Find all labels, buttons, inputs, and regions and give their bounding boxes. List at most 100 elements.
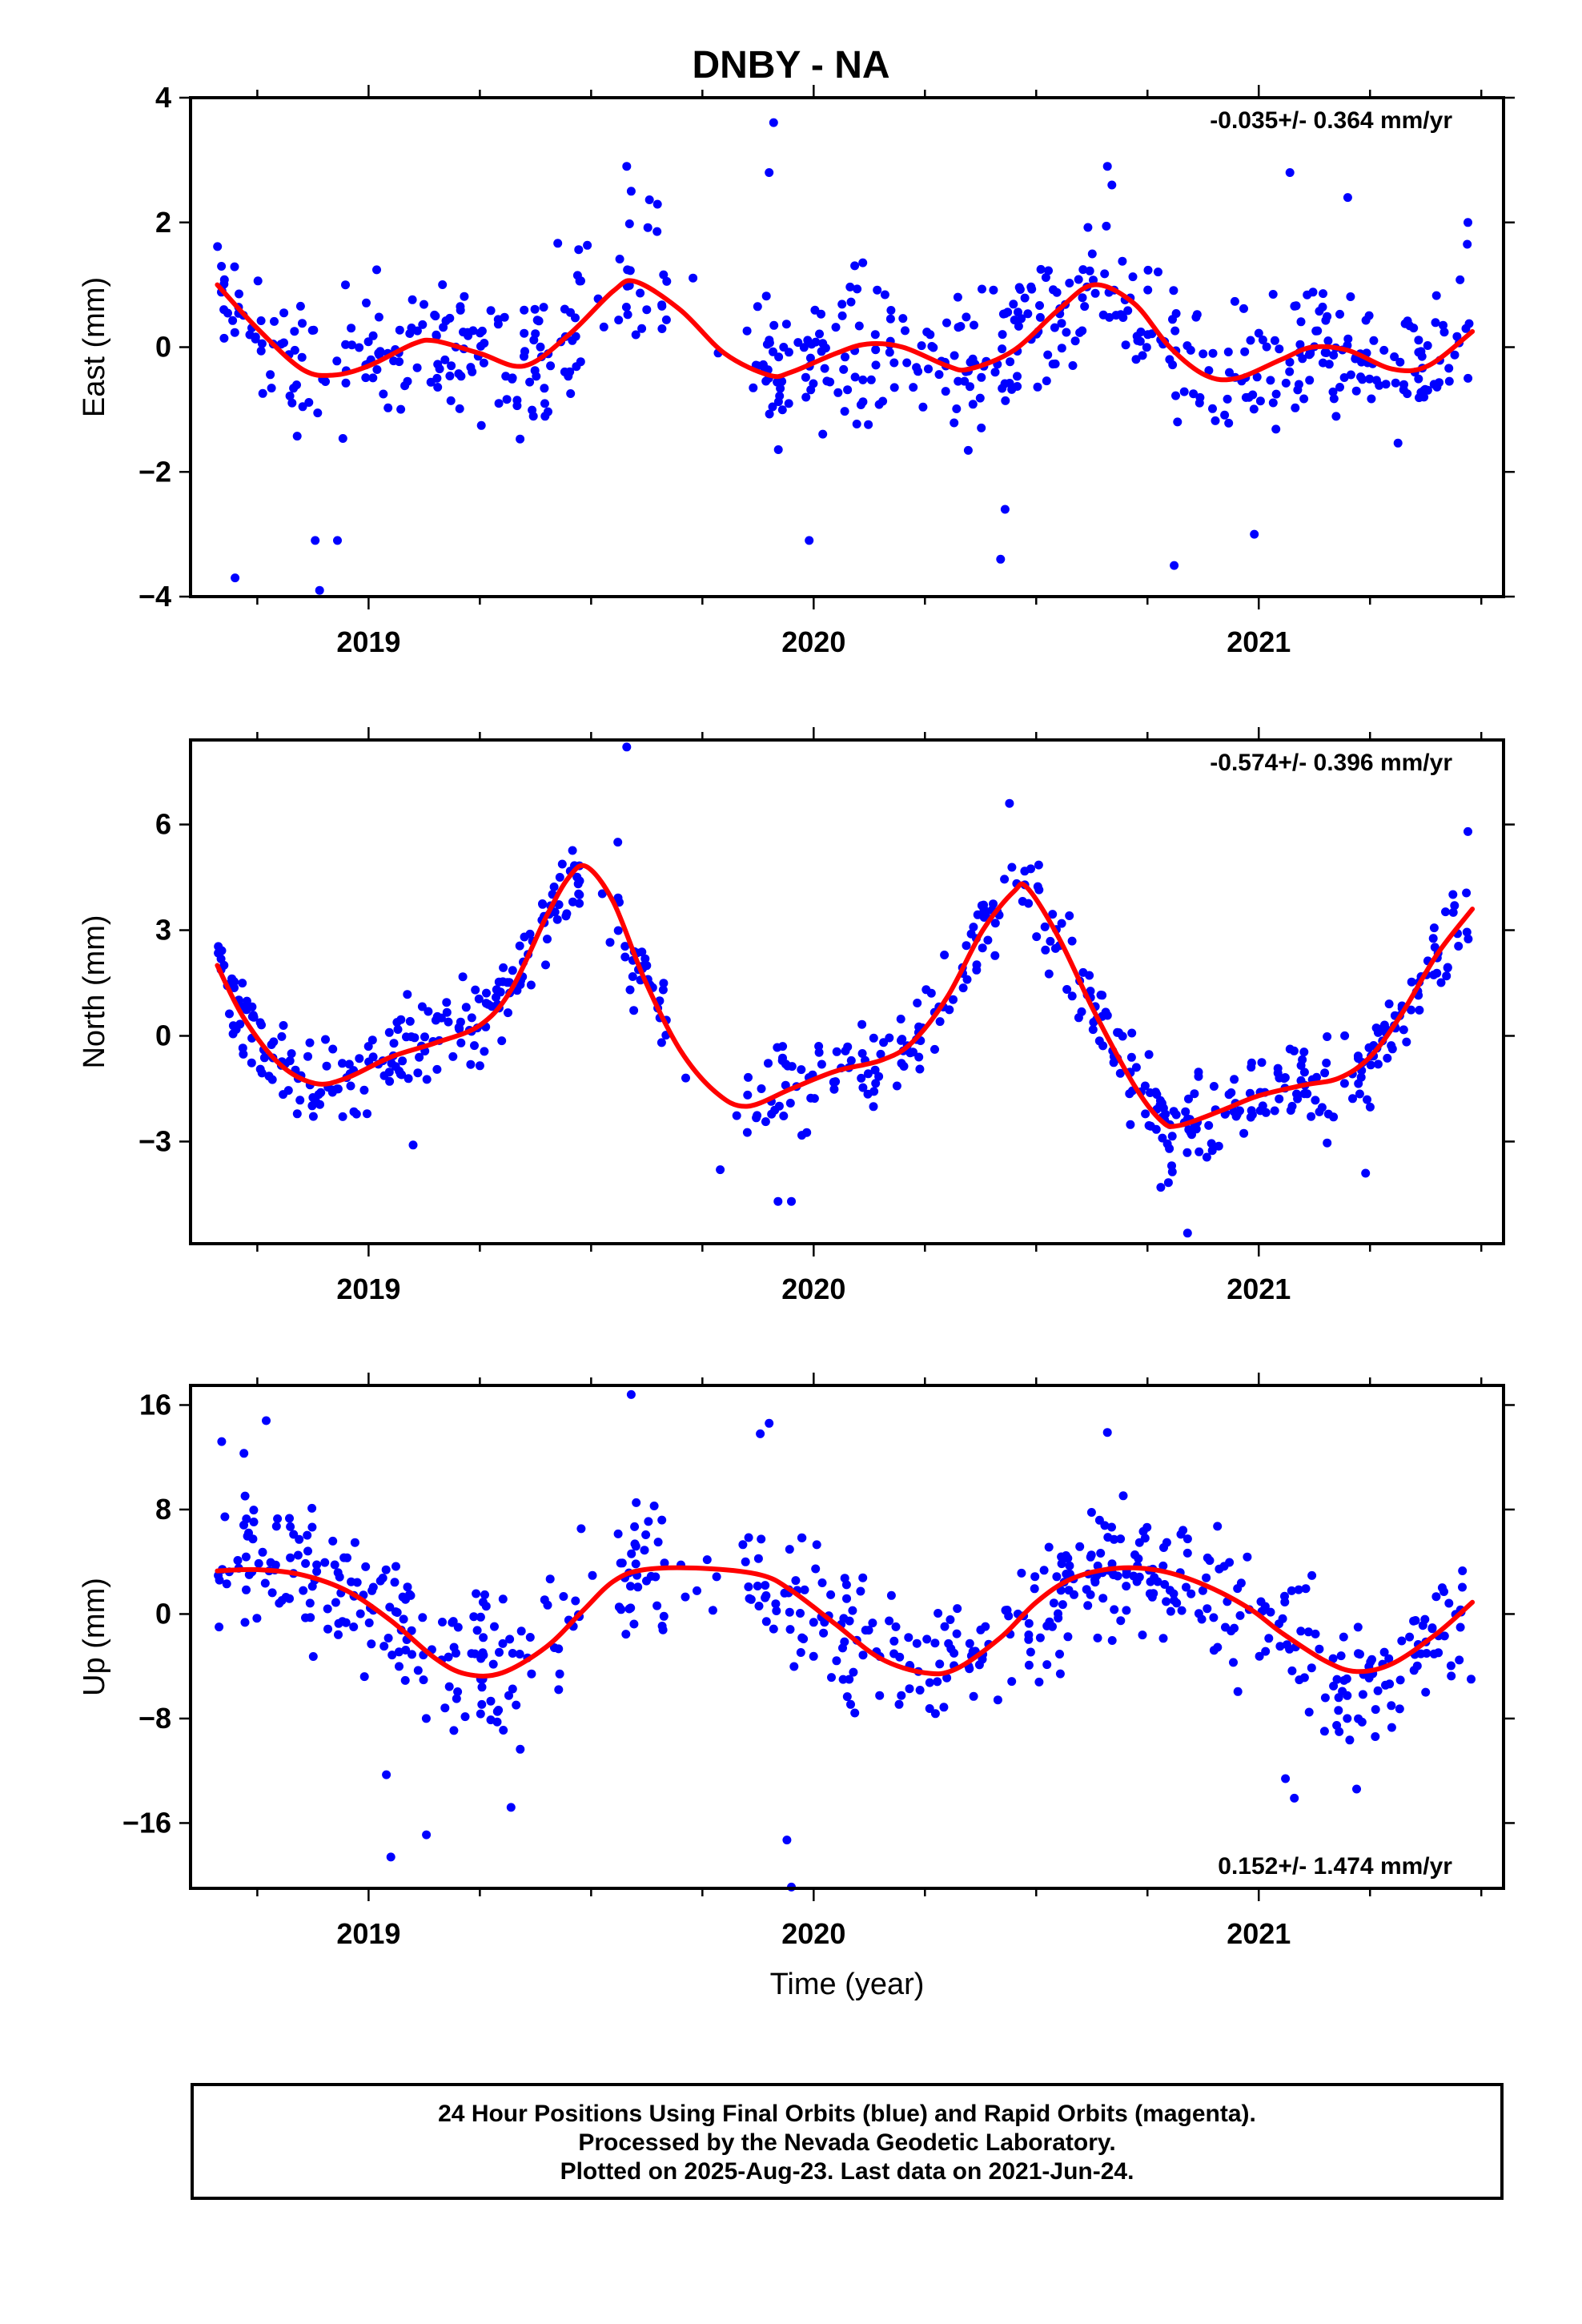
east-data-point bbox=[1299, 394, 1309, 404]
east-data-point bbox=[742, 326, 752, 336]
north-ytick-label: 3 bbox=[155, 914, 171, 947]
up-data-point bbox=[331, 1598, 340, 1607]
north-data-point bbox=[436, 1013, 446, 1023]
north-data-point bbox=[458, 972, 468, 982]
east-data-point bbox=[520, 328, 529, 338]
north-data-point bbox=[568, 897, 577, 907]
up-outlier-point bbox=[626, 1389, 636, 1399]
up-data-point bbox=[390, 1578, 400, 1587]
north-data-point bbox=[481, 999, 491, 1008]
up-data-point bbox=[1385, 1679, 1395, 1689]
east-data-point bbox=[858, 397, 868, 407]
north-data-point bbox=[242, 996, 251, 1006]
up-data-point bbox=[693, 1586, 701, 1595]
footer-caption: 24 Hour Positions Using Final Orbits (bl… bbox=[191, 2083, 1504, 2200]
up-data-point bbox=[364, 1618, 374, 1627]
north-data-point bbox=[1101, 1007, 1110, 1017]
north-data-point bbox=[541, 960, 550, 970]
up-data-point bbox=[308, 1652, 318, 1661]
north-data-point bbox=[1167, 1132, 1177, 1141]
north-data-point bbox=[480, 1047, 489, 1056]
up-data-point bbox=[785, 1607, 794, 1617]
up-data-point bbox=[969, 1691, 978, 1701]
up-data-point bbox=[512, 1700, 521, 1710]
east-data-point bbox=[576, 357, 585, 367]
north-data-point bbox=[474, 994, 484, 1003]
up-ylabel: Up (mm) bbox=[78, 1578, 111, 1696]
up-data-point bbox=[398, 1592, 408, 1602]
east-data-point bbox=[433, 383, 443, 392]
north-data-point bbox=[1273, 1063, 1283, 1073]
north-data-point bbox=[757, 1084, 766, 1093]
up-data-point bbox=[1052, 1572, 1062, 1582]
east-data-point bbox=[287, 398, 297, 408]
up-fit-curve bbox=[215, 1565, 1476, 1679]
up-data-point bbox=[626, 1582, 635, 1591]
up-data-point bbox=[1153, 1577, 1162, 1586]
east-data-point bbox=[1083, 223, 1093, 232]
east-data-point bbox=[880, 290, 889, 300]
east-data-point bbox=[363, 337, 373, 347]
up-data-point bbox=[1243, 1552, 1252, 1562]
north-data-point bbox=[1020, 866, 1030, 876]
east-data-point bbox=[769, 347, 777, 356]
north-data-point bbox=[308, 1112, 318, 1121]
up-data-point bbox=[761, 1581, 770, 1590]
east-data-point bbox=[1020, 293, 1030, 303]
north-outlier-point bbox=[622, 742, 632, 752]
east-data-point bbox=[922, 328, 932, 337]
north-data-point bbox=[1158, 1133, 1167, 1143]
east-data-point bbox=[1271, 389, 1281, 399]
east-data-point bbox=[1268, 290, 1278, 299]
north-data-point bbox=[415, 1052, 424, 1062]
north-data-point bbox=[1146, 1121, 1155, 1131]
up-data-point bbox=[1345, 1735, 1355, 1745]
north-data-point bbox=[962, 941, 971, 951]
up-data-point bbox=[1328, 1654, 1338, 1663]
north-data-point bbox=[1373, 1027, 1383, 1037]
east-data-point bbox=[297, 352, 307, 362]
up-data-point bbox=[449, 1726, 459, 1735]
east-data-point bbox=[642, 305, 652, 315]
up-data-point bbox=[571, 1596, 580, 1606]
east-data-point bbox=[1339, 373, 1349, 382]
up-data-point bbox=[702, 1555, 712, 1565]
up-data-point bbox=[498, 1594, 508, 1604]
up-data-point bbox=[1062, 1551, 1070, 1560]
up-data-point bbox=[555, 1669, 564, 1679]
up-data-point bbox=[819, 1628, 829, 1638]
up-data-point bbox=[1329, 1681, 1339, 1691]
east-data-point bbox=[1143, 285, 1153, 295]
north-data-point bbox=[1214, 1141, 1223, 1151]
east-data-point bbox=[441, 316, 451, 326]
north-data-point bbox=[1323, 1032, 1332, 1041]
east-data-point bbox=[1220, 410, 1230, 420]
up-data-point bbox=[492, 1707, 502, 1716]
north-data-point bbox=[496, 987, 505, 997]
up-data-point bbox=[527, 1669, 536, 1679]
east-data-point bbox=[779, 343, 789, 352]
east-data-point bbox=[1246, 336, 1255, 345]
east-data-point bbox=[1248, 390, 1258, 400]
east-data-point bbox=[637, 324, 647, 333]
up-data-point bbox=[266, 1558, 275, 1567]
east-data-point bbox=[1367, 394, 1376, 404]
up-data-point bbox=[1146, 1577, 1155, 1586]
east-data-point bbox=[540, 384, 549, 393]
footer-line-2: Processed by the Nevada Geodetic Laborat… bbox=[578, 2129, 1116, 2156]
up-data-point bbox=[640, 1546, 649, 1555]
up-data-point bbox=[849, 1667, 858, 1677]
up-data-point bbox=[1319, 1727, 1329, 1736]
east-data-point bbox=[1305, 376, 1315, 385]
up-data-point bbox=[953, 1604, 962, 1614]
north-data-point bbox=[767, 1109, 777, 1119]
north-data-point bbox=[773, 1043, 782, 1052]
up-data-point bbox=[1295, 1675, 1304, 1685]
east-data-point bbox=[372, 265, 381, 275]
up-outlier-point bbox=[1290, 1793, 1299, 1803]
up-data-point bbox=[741, 1557, 750, 1566]
east-data-point bbox=[657, 324, 667, 333]
east-data-point bbox=[493, 320, 503, 329]
east-data-point bbox=[1182, 341, 1192, 351]
north-data-point bbox=[914, 1052, 924, 1062]
